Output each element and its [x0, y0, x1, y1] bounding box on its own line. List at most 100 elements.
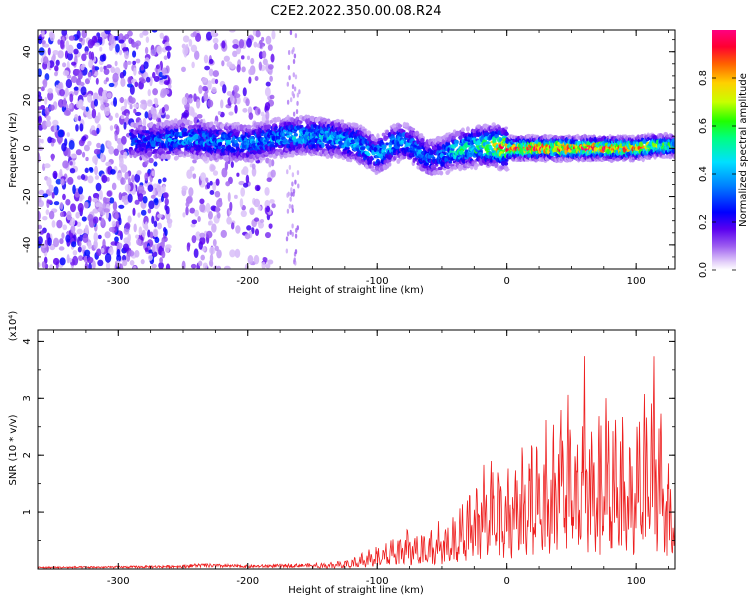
- spectrogram-cell: [294, 233, 298, 239]
- spectrogram-cell: [192, 173, 197, 179]
- spectrogram-cell: [87, 39, 94, 49]
- spectrogram-cell: [105, 77, 109, 82]
- spectrogram-cell: [222, 84, 227, 94]
- spectrogram-cell: [214, 78, 219, 84]
- spectrogram-cell: [240, 187, 246, 197]
- spectrogram-cell: [133, 103, 139, 108]
- spectrogram-cell: [446, 169, 451, 174]
- spectrogram-cell: [136, 238, 142, 246]
- spectrogram-cell: [84, 224, 89, 235]
- spectrogram-cell: [81, 151, 86, 158]
- spectrogram-cell: [229, 93, 234, 102]
- spectrogram-cell: [92, 197, 99, 203]
- spectrogram-cell: [162, 177, 167, 183]
- spectrogram-cell: [385, 129, 389, 134]
- spectrogram-cell: [132, 207, 136, 217]
- spectrogram-cell: [270, 169, 276, 178]
- spectrogram-cell: [87, 241, 92, 250]
- spectrogram-cell: [123, 61, 128, 69]
- spectrogram-cell: [371, 165, 375, 169]
- spectrogram-cell: [70, 75, 78, 84]
- spectrogram-cell: [161, 250, 166, 259]
- spectrogram-cell: [381, 144, 387, 148]
- spectrogram-cell: [420, 137, 425, 144]
- spectrogram-cell: [190, 223, 196, 228]
- spectrogram-cell: [87, 213, 94, 222]
- spectrogram-cell: [109, 34, 115, 45]
- spectrogram-cell: [164, 198, 169, 206]
- spectrogram-cell: [234, 131, 240, 137]
- spectrogram-cell: [122, 47, 129, 52]
- spectrogram-cell: [432, 170, 438, 176]
- spectrogram-cell: [266, 177, 272, 183]
- spectrogram-cell: [116, 137, 123, 145]
- spectrogram-cell: [59, 238, 64, 245]
- spectrogram-cell: [288, 164, 292, 170]
- spectrogram-cell: [58, 246, 65, 251]
- spectrogram-cell: [111, 182, 117, 191]
- spectrogram-cell: [290, 187, 293, 193]
- spectrogram-cell: [59, 257, 66, 266]
- spectrogram-cell: [129, 260, 135, 266]
- spectrogram-cell: [286, 169, 289, 175]
- spectrogram-cell: [103, 68, 110, 75]
- spectrogram-cell: [46, 199, 53, 204]
- spectrogram-cell: [289, 196, 292, 202]
- spectrogram-cell: [158, 71, 163, 78]
- spectrogram-cell: [77, 246, 82, 253]
- spectrogram-cell: [253, 198, 261, 208]
- spectrogram-cell: [130, 97, 136, 104]
- spectrogram-cell: [118, 39, 125, 44]
- spectrogram-cell: [81, 106, 87, 111]
- spectrogram-cells: [38, 30, 675, 269]
- spectrogram-cell: [246, 124, 252, 130]
- spectrogram-cell: [144, 133, 150, 136]
- spectrogram-cell: [239, 124, 244, 131]
- spectrogram-cell: [259, 219, 265, 224]
- spectrogram-cell: [80, 64, 85, 71]
- spectrogram-cell: [108, 44, 113, 51]
- spectrogram-cell: [291, 91, 294, 97]
- spectrogram-cell: [57, 98, 65, 108]
- spectrogram-cell: [212, 238, 217, 247]
- spectrogram-cell: [72, 255, 79, 266]
- spectrogram-cell: [120, 177, 126, 185]
- spectrogram-cell: [270, 53, 275, 63]
- spectrogram-cell: [185, 43, 189, 54]
- spectrogram-cell: [111, 220, 117, 228]
- spectrogram-cell: [123, 121, 127, 130]
- spectrogram-cell: [153, 204, 159, 210]
- spectrogram-cell: [92, 208, 98, 214]
- spectrogram-cell: [56, 219, 63, 229]
- spectrogram-cell: [219, 123, 225, 130]
- spectrogram-cell: [136, 170, 142, 176]
- spectrogram-cell: [109, 197, 115, 204]
- spectrogram-cell: [276, 136, 281, 140]
- spectrogram-cell: [69, 161, 73, 166]
- spectrogram-cell: [48, 184, 54, 192]
- spectrogram-cell: [100, 143, 105, 154]
- spectrogram-cell: [495, 163, 499, 167]
- spectrogram-cell: [189, 207, 196, 214]
- spectrogram-cell: [159, 32, 165, 39]
- spectrogram-cell: [292, 72, 296, 78]
- spectrogram-cell: [153, 97, 158, 104]
- spectrogram-cell: [62, 62, 67, 68]
- spectrogram-cell: [181, 96, 188, 106]
- spectrogram-cell: [127, 233, 132, 242]
- spectrogram-cell: [285, 248, 289, 254]
- spectrogram-cell: [89, 167, 94, 173]
- spectrogram-cell: [225, 181, 231, 187]
- spectrogram-cell: [85, 156, 89, 162]
- spectrogram-cell: [144, 111, 149, 119]
- spectrogram-cell: [82, 233, 89, 243]
- spectrogram-cell: [195, 32, 202, 43]
- spectrogram-cell: [293, 53, 297, 59]
- spectrogram-cell: [69, 168, 76, 174]
- spectrogram-cell: [188, 120, 193, 125]
- spectrogram-cell: [131, 174, 135, 183]
- spectrogram-cell: [452, 136, 456, 141]
- spectrogram-cell: [255, 30, 261, 38]
- spectrogram-cell: [144, 172, 149, 181]
